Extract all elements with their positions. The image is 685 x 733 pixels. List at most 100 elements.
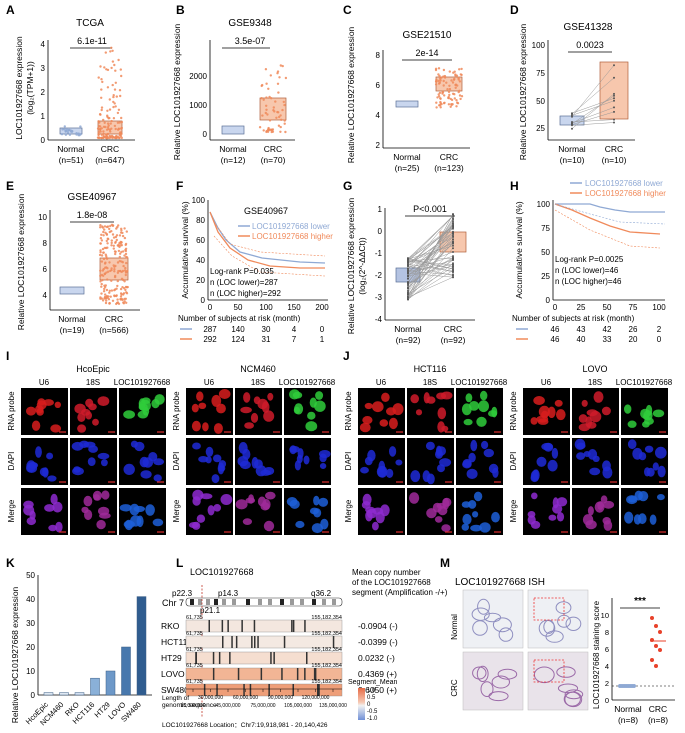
tick: 100	[192, 196, 206, 205]
cell-nucleus	[576, 452, 586, 460]
paired-lines	[571, 64, 615, 130]
cell-nucleus	[303, 455, 310, 465]
panel-b-letter: B	[176, 3, 185, 17]
data-point	[281, 108, 284, 112]
group-n: (n=10)	[560, 155, 585, 165]
cell-nucleus	[151, 399, 160, 409]
cell-nucleus	[72, 467, 84, 476]
gland	[564, 689, 584, 700]
data-point	[116, 284, 119, 288]
row-label: RNA probe	[344, 391, 353, 431]
pair-line	[571, 111, 615, 125]
cell-nucleus	[592, 455, 600, 462]
data-point	[283, 122, 286, 125]
cell-nucleus	[192, 489, 204, 501]
cell-nucleus	[189, 522, 199, 529]
cnv-track	[185, 683, 343, 697]
n-lower: n (LOC lower)=46	[555, 266, 619, 275]
cell-nucleus	[442, 498, 450, 510]
data-point	[124, 271, 128, 274]
tick: 6	[43, 265, 48, 274]
data-point	[448, 87, 452, 91]
cell-nucleus	[296, 454, 303, 464]
data-point	[103, 228, 106, 231]
end-coord: 155,182,354	[311, 679, 342, 685]
cell-nucleus	[130, 440, 138, 448]
bar	[59, 692, 69, 696]
tick: 100	[652, 303, 666, 312]
legend-title: Segment_Mean	[348, 679, 398, 686]
segment	[227, 620, 229, 632]
cell-nucleus	[547, 459, 558, 472]
tick: 150	[287, 303, 301, 312]
data-point	[115, 95, 119, 98]
colorbar-tick: -0.5	[367, 709, 378, 715]
data-point	[99, 237, 103, 240]
panel-d-ylabel: Relative LOC101927668 expression	[518, 23, 528, 160]
gland	[564, 691, 583, 708]
risk-title: Number of subjects at risk (month)	[178, 314, 301, 323]
cell-nucleus	[468, 401, 480, 411]
cell-nucleus	[627, 420, 637, 428]
data-point	[448, 93, 451, 97]
panel-h-letter: H	[510, 179, 519, 193]
tick: 40	[26, 595, 35, 604]
data-point	[280, 118, 283, 122]
data-point	[100, 285, 103, 288]
data-point	[104, 293, 107, 296]
panel-b-title: GSE9348	[228, 18, 272, 29]
data-point	[458, 80, 462, 83]
data-point	[265, 104, 268, 108]
band	[214, 599, 218, 605]
data-point	[451, 81, 455, 84]
data-point	[114, 235, 118, 239]
data-point	[407, 260, 409, 263]
colorbar-tick: -1.0	[367, 716, 378, 722]
tick: 6	[376, 81, 381, 90]
cell-nucleus	[547, 406, 556, 418]
cell-nucleus	[381, 392, 390, 402]
panel-i-letter: I	[6, 349, 9, 363]
data-point	[442, 75, 445, 78]
cell-nucleus	[263, 410, 275, 422]
col-label: U6	[204, 378, 215, 387]
row-label: CRC	[450, 679, 459, 697]
data-point	[75, 133, 78, 136]
risk-cell: 0	[657, 335, 662, 344]
segment	[254, 636, 256, 648]
risk-cell: 287	[203, 325, 217, 334]
end-coord: 155,182,354	[311, 615, 342, 621]
tick: 100	[532, 41, 546, 50]
cnv-track	[185, 619, 343, 633]
data-point	[99, 274, 102, 278]
cell-nucleus	[260, 469, 272, 476]
panel-c-letter: C	[343, 3, 352, 17]
data-point	[122, 278, 125, 282]
cell-nucleus	[472, 511, 479, 518]
score-dots	[618, 616, 666, 688]
cell-nucleus	[123, 410, 135, 419]
group-label: CRC	[105, 314, 123, 324]
data-point	[282, 100, 285, 104]
gland	[492, 617, 512, 633]
risk-cell: 42	[603, 325, 612, 334]
axis-label: 90,000,000	[268, 695, 293, 701]
data-point	[112, 100, 115, 104]
gland	[556, 666, 576, 678]
data-point	[100, 78, 103, 81]
gland	[477, 598, 490, 615]
data-point	[458, 94, 462, 97]
data-point	[437, 79, 440, 83]
data-point	[100, 239, 104, 242]
data-point	[119, 295, 123, 298]
segment	[203, 684, 206, 696]
panel-i-left-title: HcoEpic	[76, 364, 110, 374]
panel-e-ylabel: Relative LOC101927668 expression	[16, 193, 26, 330]
data-point	[117, 244, 120, 247]
cell-nucleus	[646, 467, 655, 477]
data-point	[123, 300, 126, 303]
data-point	[571, 115, 573, 118]
data-point	[453, 70, 456, 73]
data-point	[613, 76, 615, 79]
data-point	[105, 271, 108, 274]
